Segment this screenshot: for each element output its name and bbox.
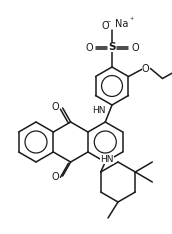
Text: HN: HN (100, 154, 114, 164)
Text: O: O (52, 172, 60, 182)
Text: $^{+}$: $^{+}$ (129, 17, 135, 23)
Text: Na: Na (115, 19, 129, 29)
Text: O: O (131, 43, 139, 53)
Text: O: O (101, 21, 109, 31)
Text: O: O (142, 63, 149, 73)
Text: S: S (108, 42, 116, 52)
Text: HN: HN (92, 106, 105, 115)
Text: O: O (85, 43, 93, 53)
Text: O: O (52, 102, 60, 112)
Text: $^{-}$: $^{-}$ (106, 19, 112, 25)
